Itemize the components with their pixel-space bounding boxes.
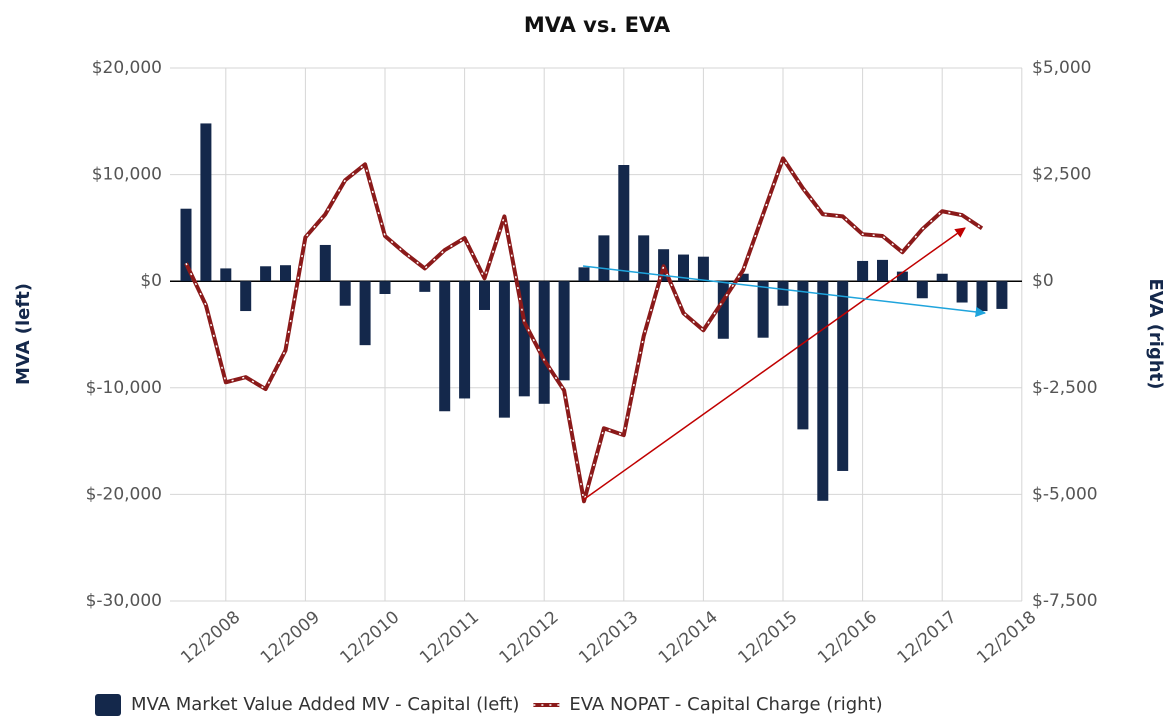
bar bbox=[538, 281, 550, 404]
y2-tick-label: $-7,500 bbox=[1032, 591, 1098, 611]
bar bbox=[717, 281, 729, 339]
y-tick-label: $20,000 bbox=[92, 58, 162, 78]
bar bbox=[817, 281, 829, 501]
y-tick-label: $-20,000 bbox=[86, 484, 162, 504]
bar bbox=[518, 281, 530, 397]
x-tick-label: 12/2008 bbox=[177, 607, 244, 668]
y2-tick-label: $0 bbox=[1032, 271, 1054, 291]
bar bbox=[260, 266, 272, 282]
bar bbox=[319, 244, 331, 282]
bar bbox=[996, 281, 1008, 309]
legend-swatch bbox=[95, 694, 121, 716]
y2-tick-label: $2,500 bbox=[1032, 165, 1091, 185]
x-tick-label: 12/2018 bbox=[973, 607, 1040, 668]
bar bbox=[598, 235, 610, 282]
bar bbox=[220, 268, 232, 282]
chart-title: MVA vs. EVA bbox=[524, 13, 671, 37]
y-tick-label: $-30,000 bbox=[86, 591, 162, 611]
bar bbox=[498, 281, 510, 418]
grid: $-30,000 $-20,000 $-10,000 $0 $10,000 $20,000… bbox=[86, 58, 1098, 668]
bar bbox=[857, 260, 869, 282]
bar bbox=[200, 123, 212, 282]
bar bbox=[459, 281, 471, 399]
x-tick-label: 12/2010 bbox=[336, 607, 403, 668]
x-tick-label: 12/2014 bbox=[655, 607, 722, 668]
bar bbox=[379, 281, 391, 294]
bar bbox=[877, 259, 888, 282]
bar bbox=[240, 281, 252, 312]
legend: MVA Market Value Added MV - Capital (lef… bbox=[95, 694, 883, 716]
bar bbox=[956, 281, 968, 303]
trend-arrow bbox=[582, 265, 987, 318]
bar bbox=[339, 281, 351, 306]
y-tick-label: $-10,000 bbox=[86, 378, 162, 398]
y2-axis-title: EVA (right) bbox=[1145, 278, 1166, 389]
x-tick-label: 12/2009 bbox=[257, 607, 324, 668]
annotations bbox=[582, 227, 987, 501]
bar bbox=[618, 165, 630, 282]
legend-label: EVA NOPAT - Capital Charge (right) bbox=[569, 694, 882, 715]
bar bbox=[837, 281, 849, 471]
y2-tick-label: $-2,500 bbox=[1032, 378, 1098, 398]
x-tick-label: 12/2013 bbox=[575, 607, 642, 668]
bar bbox=[976, 281, 988, 312]
y-tick-label: $0 bbox=[140, 271, 162, 291]
plot bbox=[180, 123, 1008, 504]
bar bbox=[180, 208, 192, 282]
x-tick-label: 12/2015 bbox=[734, 607, 801, 668]
bar bbox=[479, 281, 490, 310]
bar bbox=[280, 265, 291, 282]
x-tick-label: 12/2016 bbox=[814, 607, 881, 668]
bar bbox=[359, 281, 371, 346]
x-tick-label: 12/2011 bbox=[416, 607, 483, 668]
bar bbox=[419, 281, 431, 292]
bar bbox=[678, 254, 689, 282]
y2-tick-label: $5,000 bbox=[1032, 58, 1091, 78]
bar bbox=[916, 281, 928, 299]
bar bbox=[638, 235, 650, 282]
line bbox=[184, 156, 984, 504]
x-tick-label: 12/2012 bbox=[496, 607, 563, 668]
trend-arrow bbox=[582, 227, 966, 501]
legend-label: MVA Market Value Added MV - Capital (lef… bbox=[131, 694, 519, 715]
bar bbox=[737, 273, 749, 282]
bar bbox=[558, 281, 570, 381]
bar bbox=[578, 267, 590, 282]
y-axis-title: MVA (left) bbox=[13, 283, 34, 385]
bar bbox=[439, 281, 451, 412]
bar bbox=[936, 273, 948, 282]
x-tick-label: 12/2017 bbox=[894, 607, 961, 668]
bar bbox=[896, 271, 908, 282]
bar bbox=[757, 281, 769, 338]
bar bbox=[797, 281, 809, 430]
y-tick-label: $10,000 bbox=[92, 165, 162, 185]
y2-tick-label: $-5,000 bbox=[1032, 484, 1098, 504]
bar bbox=[697, 256, 709, 282]
bar bbox=[777, 281, 789, 306]
